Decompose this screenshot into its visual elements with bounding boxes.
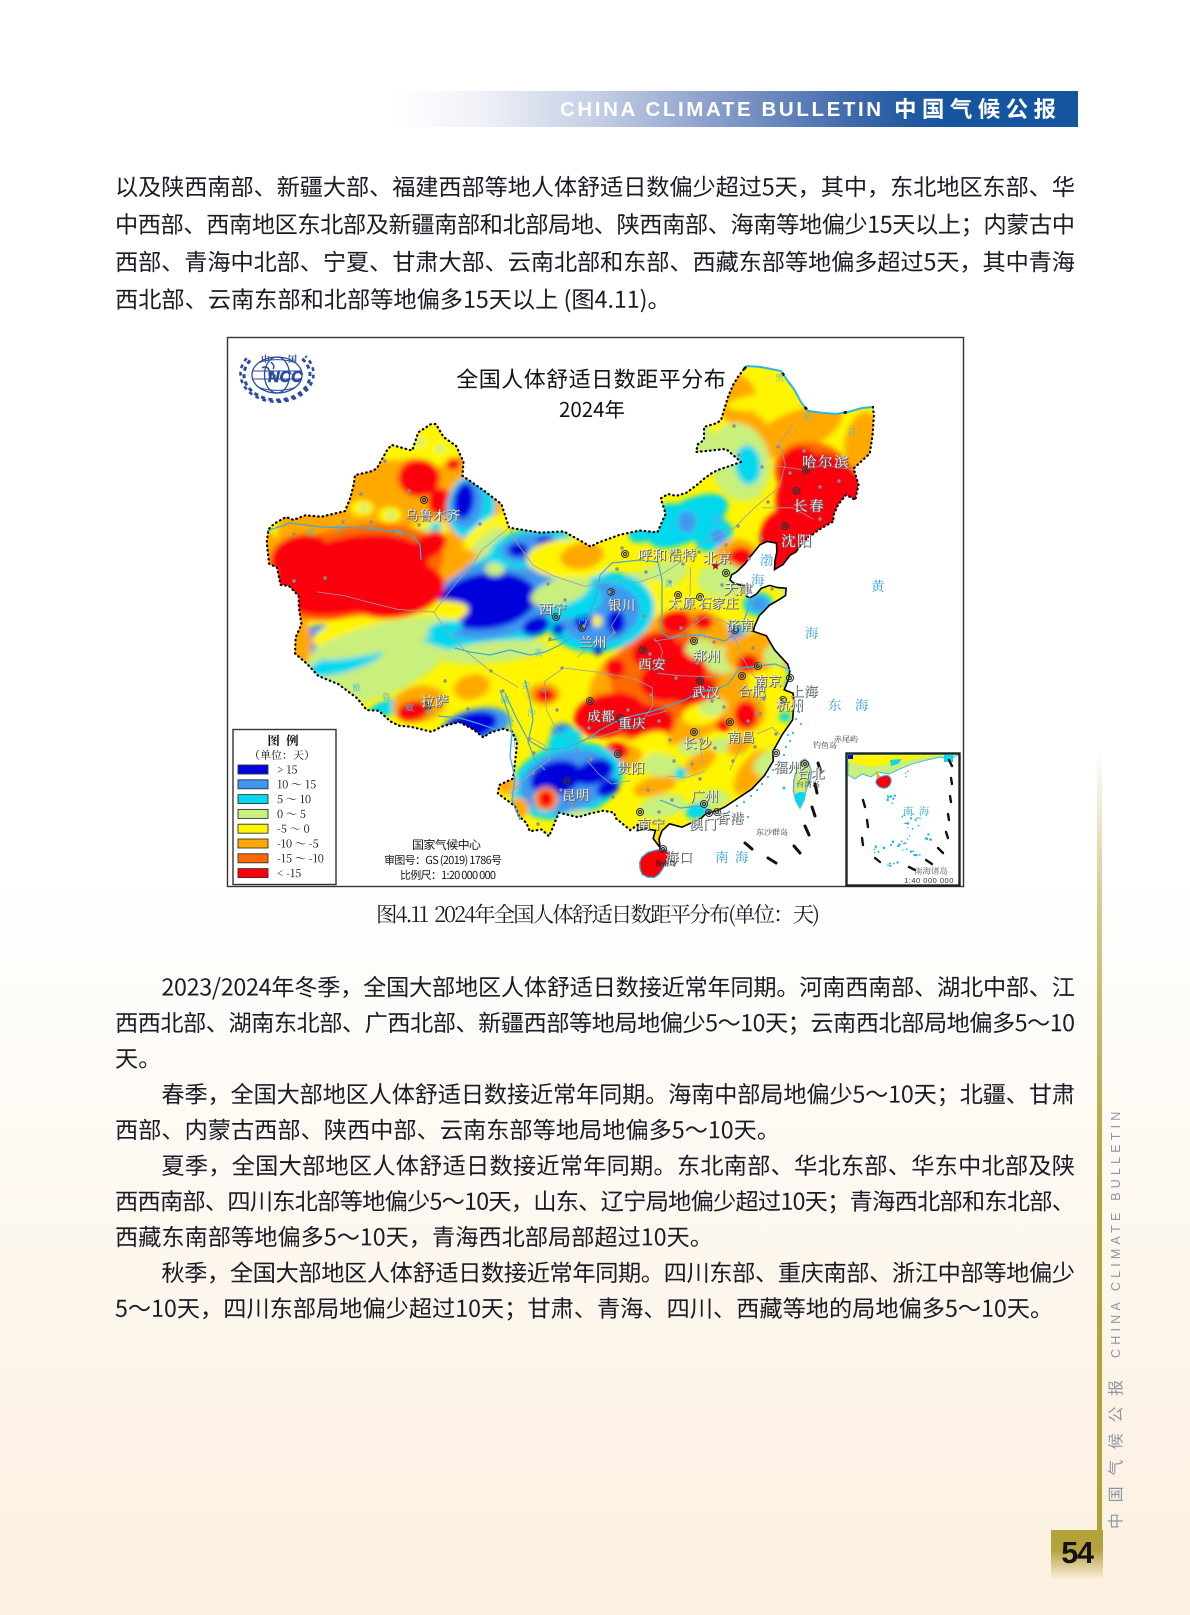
svg-text:NCC: NCC xyxy=(268,369,303,386)
svg-text:1:40 000 000: 1:40 000 000 xyxy=(904,876,954,885)
